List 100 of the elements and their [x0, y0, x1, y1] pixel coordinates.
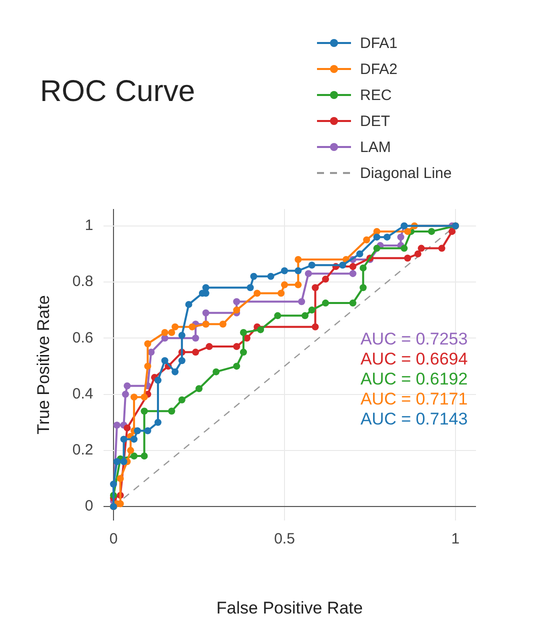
- legend-label: DFA1: [360, 34, 398, 52]
- point: [304, 270, 312, 278]
- point: [124, 382, 131, 390]
- point: [373, 234, 380, 241]
- point: [130, 436, 138, 443]
- y-tick-label: 0.2: [72, 442, 94, 459]
- point: [363, 236, 370, 244]
- point: [172, 368, 179, 376]
- point: [267, 272, 274, 280]
- point: [373, 244, 380, 252]
- point: [356, 250, 364, 258]
- annotation: AUC = 0.6694: [360, 350, 468, 369]
- point: [404, 228, 412, 235]
- point: [294, 281, 302, 288]
- point: [120, 436, 128, 443]
- legend-label: LAM: [360, 138, 391, 156]
- point: [134, 427, 141, 434]
- point: [254, 290, 261, 297]
- point: [219, 320, 226, 328]
- x-tick-label: 0: [109, 530, 118, 548]
- point: [161, 329, 168, 336]
- point: [322, 300, 330, 307]
- point: [414, 250, 422, 258]
- point: [428, 228, 436, 235]
- point: [349, 270, 356, 278]
- point: [233, 298, 240, 306]
- point: [140, 408, 148, 415]
- point: [192, 334, 200, 342]
- y-tick-label: 0.8: [72, 273, 94, 290]
- point: [438, 244, 446, 252]
- point: [206, 343, 213, 350]
- point: [360, 264, 367, 272]
- point: [294, 256, 302, 264]
- point: [196, 385, 203, 392]
- x-tick-label: 1: [451, 530, 460, 548]
- legend-label: DFA2: [360, 60, 398, 78]
- point: [202, 309, 210, 316]
- y-tick-label: 0: [84, 498, 94, 515]
- point: [397, 234, 404, 241]
- point: [418, 244, 425, 252]
- point: [240, 348, 247, 356]
- point: [172, 323, 179, 330]
- point: [185, 300, 192, 308]
- point: [113, 458, 120, 466]
- point: [212, 368, 220, 376]
- point: [312, 284, 319, 292]
- point: [144, 362, 152, 370]
- point: [178, 332, 186, 339]
- point: [154, 376, 162, 384]
- point: [144, 427, 152, 434]
- annotation: AUC = 0.7253: [360, 330, 468, 349]
- point: [322, 276, 330, 283]
- point: [312, 323, 319, 330]
- point: [188, 323, 196, 330]
- point: [116, 474, 124, 482]
- point: [168, 329, 176, 336]
- x-tick-label: 0.5: [274, 530, 295, 548]
- point: [120, 458, 128, 466]
- point: [448, 228, 456, 235]
- point: [360, 284, 367, 292]
- point: [308, 306, 316, 314]
- point: [349, 263, 356, 270]
- point: [113, 422, 120, 429]
- point: [280, 267, 288, 274]
- point: [233, 343, 240, 350]
- point: [148, 348, 155, 356]
- point: [339, 262, 346, 269]
- point: [308, 262, 316, 269]
- point: [294, 267, 302, 274]
- point: [178, 396, 186, 404]
- point: [154, 418, 162, 426]
- legend-label: REC: [360, 86, 392, 104]
- point: [144, 340, 152, 348]
- point: [202, 284, 210, 292]
- point: [178, 357, 186, 364]
- point: [298, 298, 306, 306]
- point: [122, 390, 129, 398]
- point: [240, 329, 247, 336]
- point: [250, 272, 258, 280]
- point: [302, 312, 309, 320]
- point: [257, 326, 264, 334]
- y-tick-label: 1: [84, 216, 94, 234]
- legend-label: Diagonal Line: [360, 164, 452, 182]
- point: [110, 480, 118, 488]
- point: [280, 281, 288, 288]
- point: [349, 300, 356, 307]
- point: [404, 254, 412, 262]
- point: [400, 244, 408, 252]
- chart-title: ROC Curve: [40, 75, 196, 109]
- x-axis-title: False Positive Rate: [216, 598, 363, 618]
- point: [278, 290, 285, 297]
- point: [140, 452, 148, 460]
- point: [127, 446, 134, 454]
- point: [233, 362, 240, 370]
- point: [246, 284, 254, 292]
- point: [233, 306, 240, 314]
- legend-label: DET: [360, 112, 390, 130]
- point: [161, 357, 168, 364]
- point: [168, 408, 176, 415]
- annotation: AUC = 0.7171: [360, 390, 468, 409]
